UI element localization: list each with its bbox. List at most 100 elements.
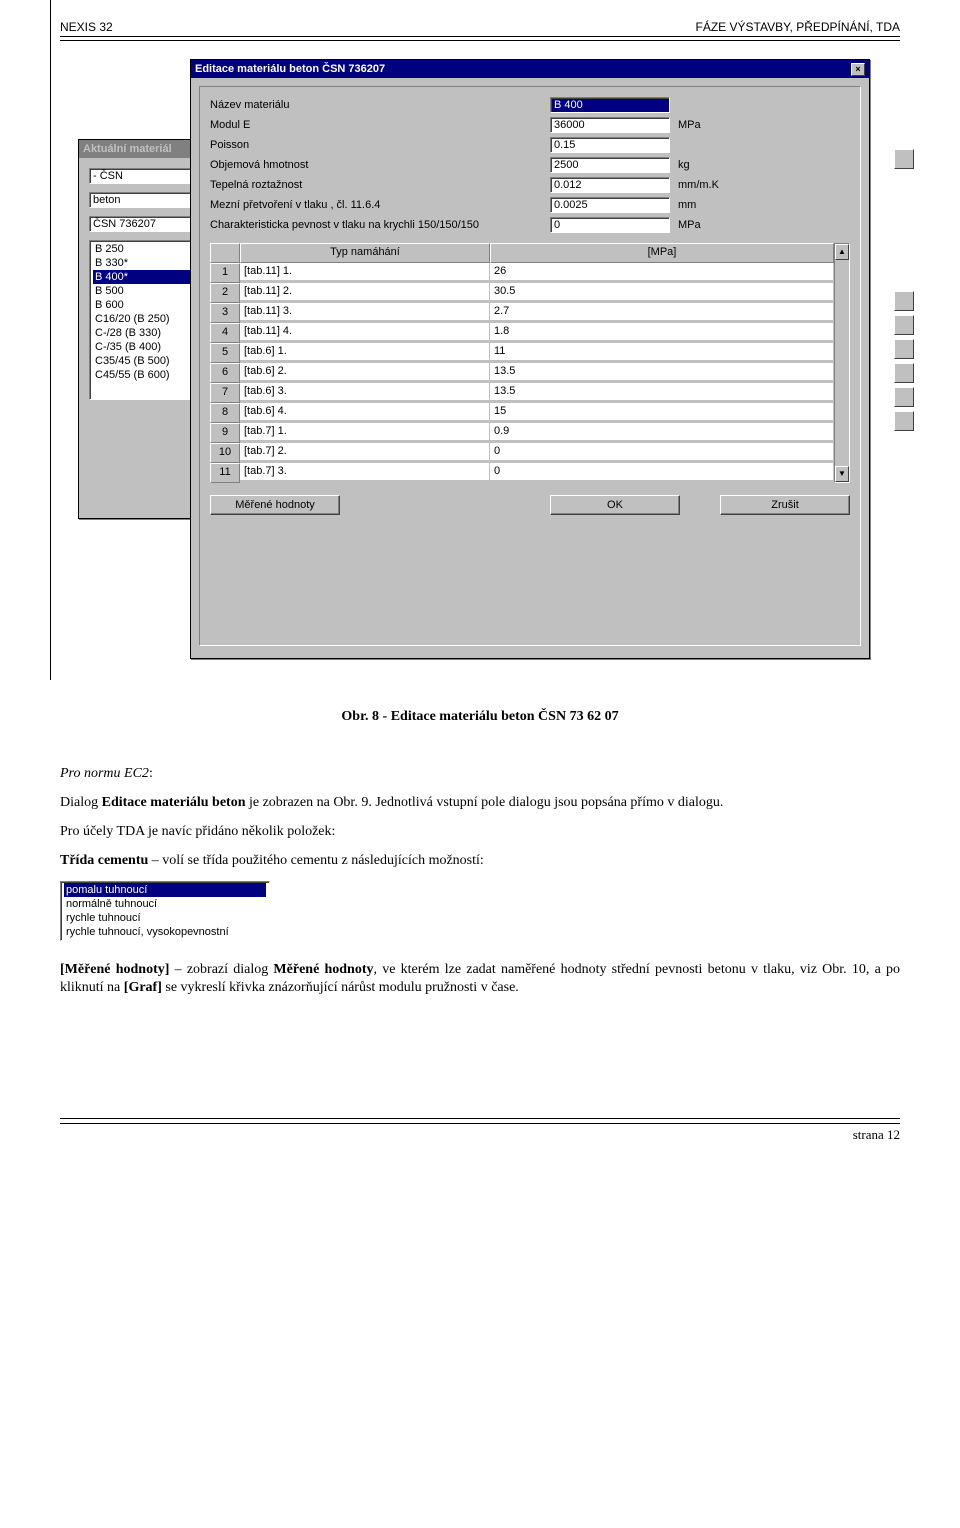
table-row[interactable]: 1[tab.11] 1.26	[210, 263, 834, 283]
scroll-up-icon[interactable]: ▲	[835, 244, 849, 260]
row-number: 6	[210, 363, 240, 383]
page-footer: strana 12	[60, 1118, 900, 1143]
table-row[interactable]: 11[tab.7] 3.0	[210, 463, 834, 483]
cell-mpa[interactable]: 15	[490, 403, 834, 421]
cell-mpa[interactable]: 13.5	[490, 383, 834, 401]
list-item[interactable]: C-/28 (B 330)	[93, 326, 205, 340]
property-input[interactable]: 0	[550, 217, 670, 233]
ui-stub	[894, 315, 914, 335]
cell-typ[interactable]: [tab.6] 2.	[240, 363, 490, 381]
list-item[interactable]: B 500	[93, 284, 205, 298]
cell-mpa[interactable]: 0	[490, 463, 834, 481]
dialog-buttons: Měřené hodnoty OK Zrušit	[210, 495, 850, 515]
screenshot-region: Aktuální materiál × - ČSN beton ČSN 7362…	[70, 59, 910, 679]
header-right: FÁZE VÝSTAVBY, PŘEDPÍNÁNÍ, TDA	[696, 20, 901, 34]
cell-mpa[interactable]: 11	[490, 343, 834, 361]
body-text: Pro normu EC2: Dialog Editace materiálu …	[60, 765, 900, 998]
cell-typ[interactable]: [tab.11] 3.	[240, 303, 490, 321]
cell-mpa[interactable]: 1.8	[490, 323, 834, 341]
list-item[interactable]: normálně tuhnoucí	[64, 897, 266, 911]
ui-stub	[894, 149, 914, 169]
list-item[interactable]: pomalu tuhnoucí	[64, 883, 266, 897]
property-input[interactable]: 0.0025	[550, 197, 670, 213]
property-label: Modul E	[210, 119, 550, 131]
list-item[interactable]: C-/35 (B 400)	[93, 340, 205, 354]
window-editace-materialu: Editace materiálu beton ČSN 736207 × Náz…	[190, 59, 870, 659]
close-icon[interactable]: ×	[851, 63, 865, 76]
table-row[interactable]: 10[tab.7] 2.0	[210, 443, 834, 463]
grid-header-typ: Typ namáhání	[240, 243, 490, 263]
cell-mpa[interactable]: 2.7	[490, 303, 834, 321]
row-number: 3	[210, 303, 240, 323]
list-item[interactable]: rychle tuhnoucí	[64, 911, 266, 925]
property-unit: mm	[678, 199, 738, 211]
list-item[interactable]: B 400*	[93, 270, 205, 284]
ui-stub	[894, 411, 914, 431]
table-row[interactable]: 8[tab.6] 4.15	[210, 403, 834, 423]
cell-typ[interactable]: [tab.11] 4.	[240, 323, 490, 341]
cell-mpa[interactable]: 0	[490, 443, 834, 461]
cell-typ[interactable]: [tab.11] 1.	[240, 263, 490, 281]
cell-mpa[interactable]: 0.9	[490, 423, 834, 441]
table-row[interactable]: 5[tab.6] 1.11	[210, 343, 834, 363]
ui-stub	[894, 339, 914, 359]
list-item[interactable]: B 600	[93, 298, 205, 312]
table-row[interactable]: 9[tab.7] 1.0.9	[210, 423, 834, 443]
cell-mpa[interactable]: 26	[490, 263, 834, 281]
ui-stub	[894, 363, 914, 383]
property-input[interactable]: 2500	[550, 157, 670, 173]
property-label: Tepelná roztažnost	[210, 179, 550, 191]
cell-typ[interactable]: [tab.7] 1.	[240, 423, 490, 441]
cell-typ[interactable]: [tab.6] 1.	[240, 343, 490, 361]
cancel-button[interactable]: Zrušit	[720, 495, 850, 515]
cell-typ[interactable]: [tab.6] 3.	[240, 383, 490, 401]
stress-grid: Typ namáhání[MPa]1[tab.11] 1.262[tab.11]…	[210, 243, 850, 483]
table-row[interactable]: 4[tab.11] 4.1.8	[210, 323, 834, 343]
table-row[interactable]: 7[tab.6] 3.13.5	[210, 383, 834, 403]
cell-typ[interactable]: [tab.7] 3.	[240, 463, 490, 481]
measured-values-button[interactable]: Měřené hodnoty	[210, 495, 340, 515]
title-back: Aktuální materiál	[83, 143, 172, 155]
cement-class-listbox[interactable]: pomalu tuhnoucínormálně tuhnoucírychle t…	[60, 881, 270, 941]
grid-header-mpa: [MPa]	[490, 243, 834, 263]
cell-typ[interactable]: [tab.11] 2.	[240, 283, 490, 301]
property-input[interactable]: 0.15	[550, 137, 670, 153]
row-number: 4	[210, 323, 240, 343]
property-input[interactable]: 36000	[550, 117, 670, 133]
ui-stub	[894, 291, 914, 311]
cell-mpa[interactable]: 13.5	[490, 363, 834, 381]
scrollbar-vertical[interactable]: ▲ ▼	[834, 243, 850, 483]
property-unit: MPa	[678, 219, 738, 231]
cell-typ[interactable]: [tab.6] 4.	[240, 403, 490, 421]
scroll-down-icon[interactable]: ▼	[835, 466, 849, 482]
property-unit: kg	[678, 159, 738, 171]
list-item[interactable]: rychle tuhnoucí, vysokopevnostní	[64, 925, 266, 939]
property-input[interactable]: 0.012	[550, 177, 670, 193]
header-rule	[60, 39, 900, 41]
row-number: 11	[210, 463, 240, 483]
row-number: 9	[210, 423, 240, 443]
table-row[interactable]: 3[tab.11] 3.2.7	[210, 303, 834, 323]
list-item[interactable]: B 250	[93, 242, 205, 256]
ui-stub	[894, 387, 914, 407]
property-label: Název materiálu	[210, 99, 550, 111]
list-item[interactable]: C35/45 (B 500)	[93, 354, 205, 368]
property-input[interactable]: B 400	[550, 97, 670, 113]
header-left: NEXIS 32	[60, 20, 113, 34]
vertical-rule	[50, 0, 51, 680]
property-label: Mezní přetvoření v tlaku , čl. 11.6.4	[210, 199, 550, 211]
table-row[interactable]: 6[tab.6] 2.13.5	[210, 363, 834, 383]
footer-text: strana 12	[60, 1123, 900, 1143]
row-number: 7	[210, 383, 240, 403]
list-item[interactable]: B 330*	[93, 256, 205, 270]
list-item[interactable]: C16/20 (B 250)	[93, 312, 205, 326]
ok-button[interactable]: OK	[550, 495, 680, 515]
list-item[interactable]: C45/55 (B 600)	[93, 368, 205, 382]
title-front: Editace materiálu beton ČSN 736207	[195, 63, 385, 75]
property-label: Objemová hmotnost	[210, 159, 550, 171]
table-row[interactable]: 2[tab.11] 2.30.5	[210, 283, 834, 303]
row-number: 1	[210, 263, 240, 283]
cell-typ[interactable]: [tab.7] 2.	[240, 443, 490, 461]
figure-caption: Obr. 8 - Editace materiálu beton ČSN 73 …	[60, 709, 900, 725]
cell-mpa[interactable]: 30.5	[490, 283, 834, 301]
